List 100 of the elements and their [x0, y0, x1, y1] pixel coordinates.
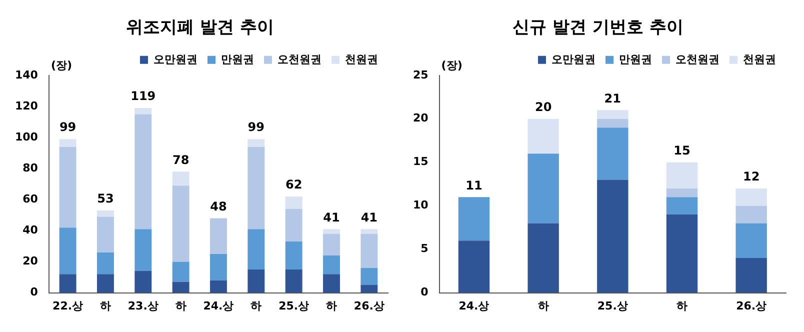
- bar: [666, 197, 698, 215]
- bar: [59, 274, 76, 293]
- total-label: 99: [248, 120, 265, 134]
- bar: [458, 240, 490, 293]
- bar: [134, 229, 152, 272]
- y-tick-label: 80: [22, 161, 38, 174]
- x-tick-label: 하: [100, 299, 111, 312]
- y-tick-label: 140: [14, 68, 38, 82]
- total-label: 15: [674, 143, 690, 158]
- legend-label: 천원권: [743, 52, 776, 66]
- legend-label: 만원권: [221, 52, 254, 66]
- bar: [172, 172, 190, 186]
- total-label: 99: [59, 120, 76, 134]
- x-tick-label: 하: [676, 299, 688, 312]
- x-tick-label: 26.상: [736, 299, 767, 312]
- legend-label: 만원권: [619, 52, 652, 66]
- x-tick-label: 하: [175, 299, 186, 312]
- total-label: 41: [360, 210, 378, 224]
- bar: [172, 186, 190, 262]
- bar: [736, 223, 767, 258]
- bar: [597, 180, 628, 293]
- bar: [666, 214, 698, 293]
- bar: [458, 197, 490, 241]
- y-tick-label: 15: [412, 155, 428, 168]
- bar: [59, 228, 76, 274]
- total-label: 21: [604, 91, 622, 106]
- bar: [360, 234, 378, 268]
- total-label: 48: [210, 199, 227, 214]
- bar: [597, 128, 628, 180]
- bar: [323, 274, 340, 293]
- bar: [248, 146, 265, 230]
- x-tick-label: 26.상: [354, 299, 384, 312]
- bar: [96, 216, 114, 252]
- bar: [172, 262, 190, 282]
- y-axis-title: (장): [441, 58, 462, 72]
- bar: [285, 208, 302, 242]
- bar: [285, 270, 302, 293]
- bar: [360, 285, 378, 293]
- y-tick-label: 60: [22, 192, 38, 206]
- bar: [528, 223, 559, 293]
- bar: [666, 162, 698, 188]
- y-tick-label: 5: [420, 242, 428, 256]
- legend-label: 오만원권: [154, 52, 198, 66]
- bar: [96, 252, 114, 274]
- bar: [360, 229, 378, 234]
- x-tick-label: 하: [250, 299, 262, 312]
- bar: [96, 210, 114, 217]
- legend-label: 오천원권: [278, 52, 322, 66]
- y-axis-title: (장): [50, 58, 72, 72]
- legend-label: 오천원권: [676, 52, 720, 66]
- total-label: 20: [534, 100, 552, 114]
- y-tick-label: 20: [412, 112, 429, 125]
- bar: [134, 271, 152, 293]
- total-label: 119: [130, 89, 156, 104]
- bar: [597, 118, 628, 128]
- bar: [666, 188, 698, 198]
- chart-title: 위조지폐 발견 추이: [126, 18, 274, 38]
- total-label: 62: [285, 178, 302, 192]
- bar: [172, 282, 190, 293]
- x-tick-label: 24.상: [203, 299, 234, 312]
- bar: [528, 118, 559, 154]
- bar: [323, 256, 340, 274]
- y-tick-label: 10: [412, 198, 429, 212]
- bar: [285, 196, 302, 209]
- legend-label: 오만원권: [552, 52, 596, 66]
- bar: [210, 218, 227, 254]
- bar: [96, 274, 114, 293]
- bar: [736, 258, 767, 293]
- bar: [210, 280, 227, 293]
- bar: [134, 114, 152, 230]
- x-tick-label: 25.상: [597, 299, 628, 312]
- y-tick-label: 25: [412, 68, 428, 82]
- chart-title: 신규 발견 기번호 추이: [512, 18, 684, 38]
- y-tick-label: 120: [14, 99, 38, 112]
- bar: [528, 154, 559, 224]
- bar: [248, 139, 265, 147]
- bar: [134, 108, 152, 114]
- x-tick-label: 24.상: [458, 299, 490, 312]
- y-tick-label: 40: [22, 224, 38, 237]
- x-tick-label: 하: [538, 299, 549, 312]
- bar: [248, 270, 265, 293]
- total-label: 11: [466, 178, 482, 192]
- x-tick-label: 하: [326, 299, 337, 312]
- bar: [59, 139, 76, 147]
- bar: [210, 254, 227, 280]
- y-tick-label: 0: [30, 286, 38, 299]
- legend-label: 천원권: [345, 52, 378, 66]
- total-label: 53: [97, 192, 114, 206]
- total-label: 12: [742, 170, 760, 184]
- bar: [285, 242, 302, 270]
- bar: [323, 229, 340, 234]
- bar: [59, 146, 76, 228]
- x-tick-label: 25.상: [278, 299, 310, 312]
- bar: [736, 206, 767, 224]
- bar: [736, 188, 767, 206]
- y-tick-label: 100: [14, 130, 38, 144]
- y-tick-label: 0: [420, 286, 429, 299]
- bar: [248, 229, 265, 270]
- bar: [323, 234, 340, 256]
- total-label: 78: [172, 152, 190, 167]
